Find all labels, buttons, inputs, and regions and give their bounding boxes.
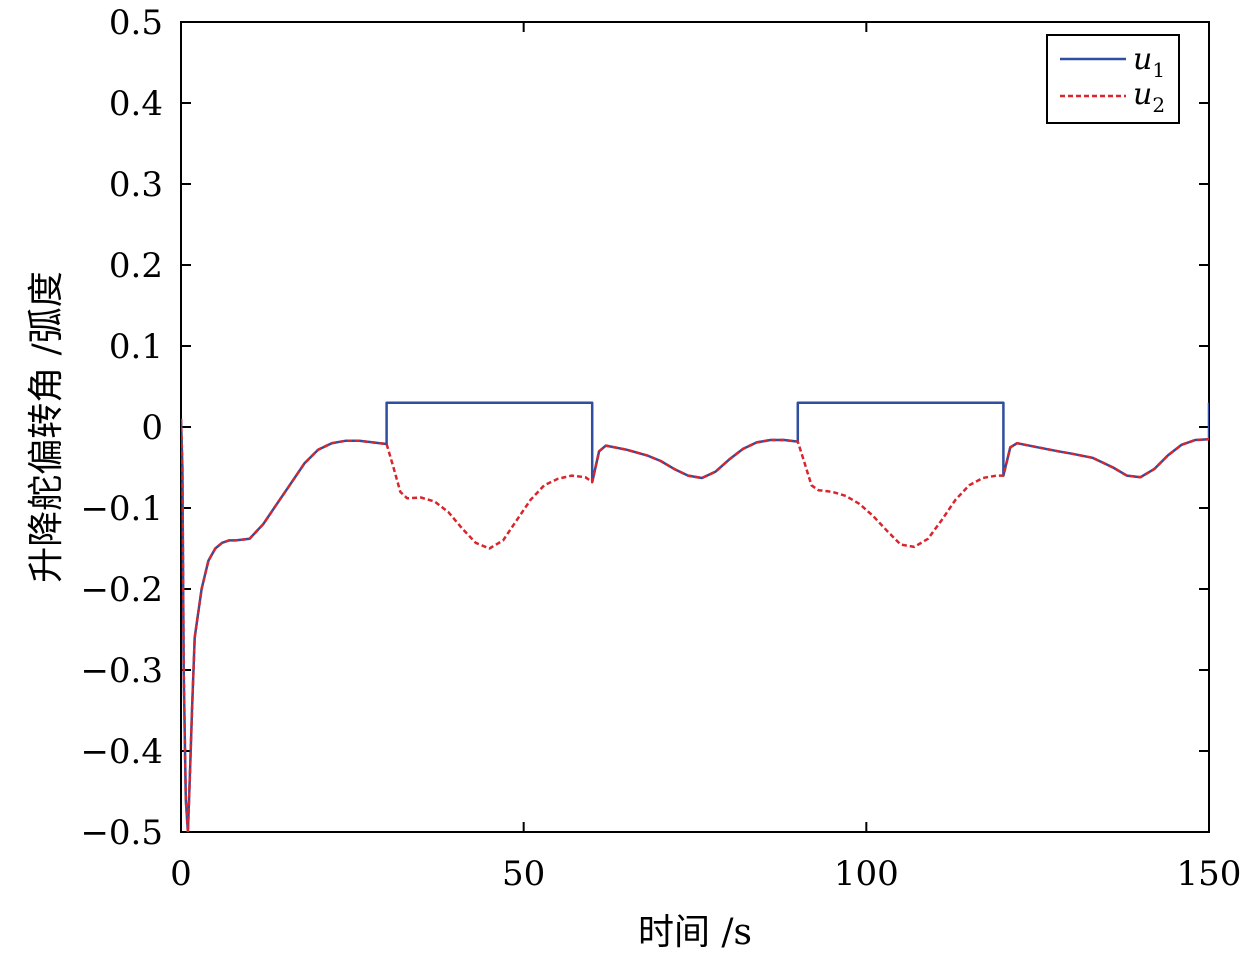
y-tick-label: 0.2: [109, 246, 163, 286]
legend-label-u1: u1: [1133, 42, 1165, 82]
x-tick-label: 150: [1177, 854, 1242, 894]
y-tick-label: 0: [141, 408, 163, 448]
axis-tick-labels: 0 50 100 150 0.5 0.4 0.3 0.2 0.1 0 −0.1 −0.2 −0.3 −0.…: [80, 3, 1241, 894]
x-tick-label: 50: [502, 854, 545, 894]
y-tick-label: 0.3: [109, 165, 163, 205]
y-axis-title: 升降舵偏转角 /弧度: [26, 271, 67, 583]
y-tick-label: −0.1: [80, 489, 163, 529]
y-tick-label: −0.5: [80, 813, 163, 853]
series-layer: [181, 401, 1209, 832]
y-tick-label: 0.5: [109, 3, 163, 43]
legend-label-u2: u2: [1133, 77, 1165, 117]
series-line-u2: [181, 418, 1209, 832]
x-tick-label: 0: [170, 854, 192, 894]
x-tick-label: 100: [834, 854, 899, 894]
y-tick-label: −0.3: [80, 651, 163, 691]
x-axis-title: 时间 /s: [638, 912, 752, 953]
y-tick-label: 0.4: [109, 84, 163, 124]
y-tick-label: −0.2: [80, 570, 163, 610]
y-tick-label: 0.1: [109, 327, 163, 367]
legend-box: [1046, 34, 1180, 124]
y-tick-label: −0.4: [80, 732, 163, 772]
legend: u1 u2: [1046, 34, 1180, 124]
